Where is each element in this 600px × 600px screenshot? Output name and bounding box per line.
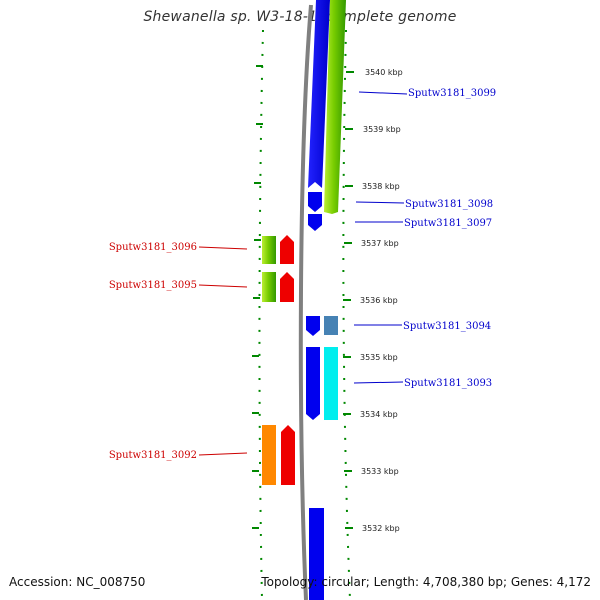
genome-backbone [298,4,313,600]
gene-label-3093[interactable]: Sputw3181_3093 [404,378,492,389]
tick-label: 3540 kbp [365,68,403,77]
tick-label: 3533 kbp [361,467,399,476]
tick-label: 3539 kbp [363,125,401,134]
gene-label-3092[interactable]: Sputw3181_3092 [109,450,197,461]
gene-bar-3095-green [262,272,276,302]
accession-text: Accession: NC_008750 [9,575,146,589]
gene-bar-3093-blue [306,347,320,420]
gene-label-3095[interactable]: Sputw3181_3095 [109,280,197,291]
tick-label: 3535 kbp [360,353,398,362]
scale-ticks [343,71,354,529]
gene-bar-3093-cyan [324,347,338,420]
gene-bar-3099-green [324,0,346,214]
gene-bar-3099-blue [308,0,330,188]
tick-label: 3537 kbp [361,239,399,248]
gene-features [262,0,346,600]
gene-bar-3097 [308,214,322,231]
gene-label-3094[interactable]: Sputw3181_3094 [403,321,491,332]
gene-bar-3092-orange [262,425,276,485]
gene-bar-3096-red [280,235,294,264]
gene-label-3097[interactable]: Sputw3181_3097 [404,218,492,229]
gene-label-3099[interactable]: Sputw3181_3099 [408,88,496,99]
leader-lines [198,91,408,456]
gene-label-3096[interactable]: Sputw3181_3096 [109,242,197,253]
gene-label-3098[interactable]: Sputw3181_3098 [405,199,493,210]
genome-summary: Topology: circular; Length: 4,708,380 bp… [261,575,591,589]
scale-labels: 3540 kbp 3539 kbp 3538 kbp 3537 kbp 3536… [360,68,403,533]
outer-dotted-ring [342,29,351,600]
inner-dotted-ring [258,29,264,600]
gene-bar-3096-green [262,236,276,264]
gene-bar-3095-red [280,272,294,302]
gene-labels: Sputw3181_3099 Sputw3181_3098 Sputw3181_… [109,88,496,461]
tick-label: 3536 kbp [360,296,398,305]
inner-ring-ticks [252,65,263,529]
gene-bar-3098 [308,192,322,212]
map-title: Shewanella sp. W3-18-1, complete genome [143,9,457,25]
gene-bar-bottom-blue [309,508,324,600]
tick-label: 3534 kbp [360,410,398,419]
gene-bar-3094-steel [324,316,338,335]
tick-label: 3532 kbp [362,524,400,533]
gene-bar-3094-blue [306,316,320,336]
gene-bar-3092-red [281,425,295,485]
tick-label: 3538 kbp [362,182,400,191]
